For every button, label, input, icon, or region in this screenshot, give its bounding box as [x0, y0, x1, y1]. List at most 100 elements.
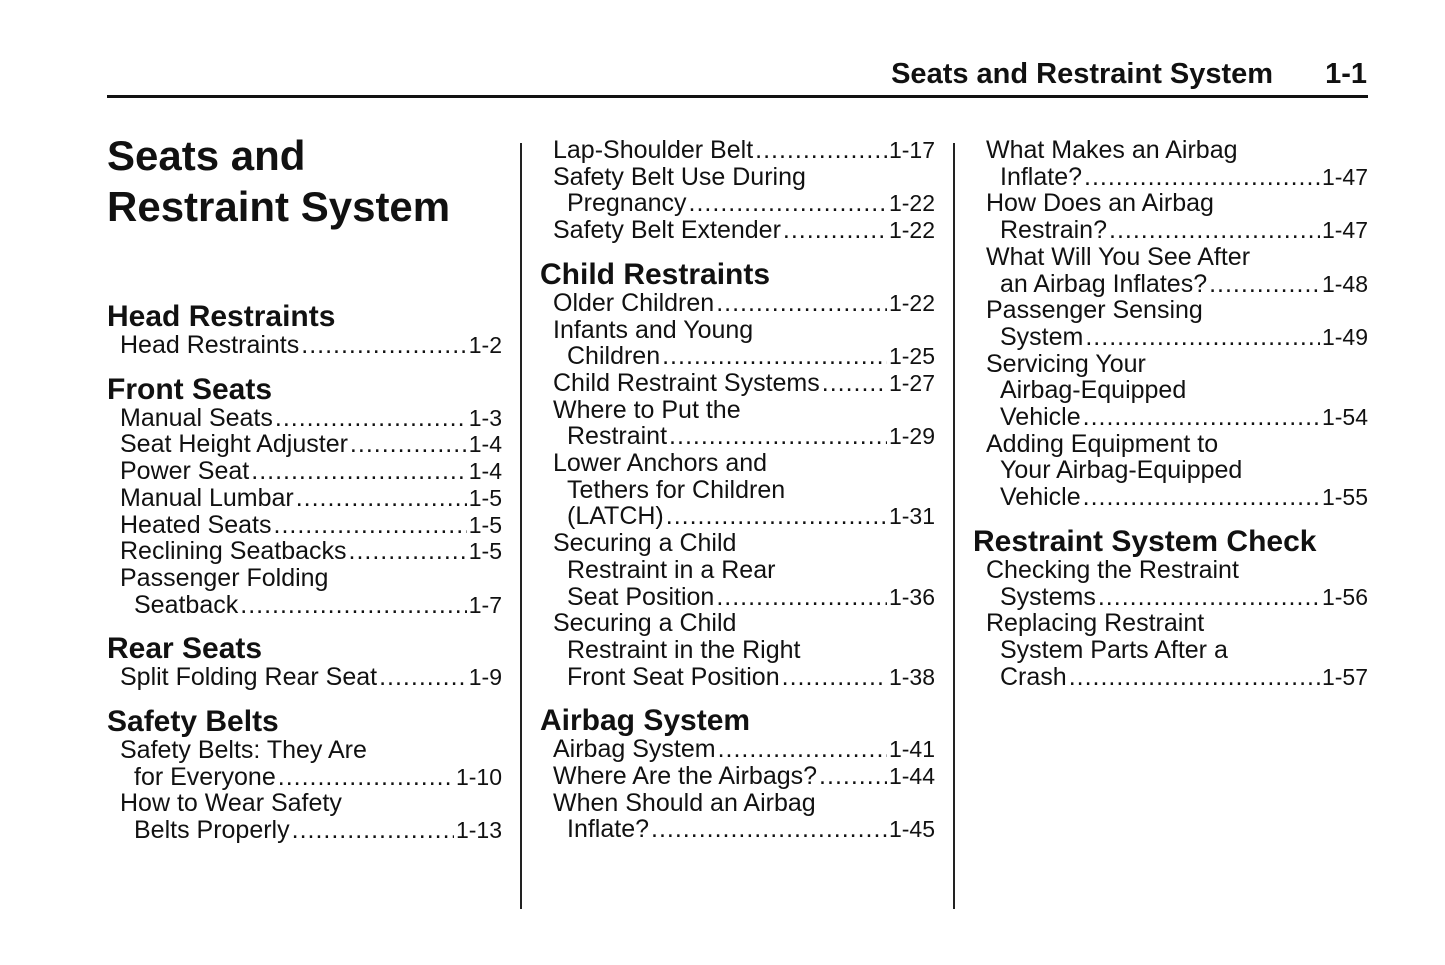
toc-entry-text: Power Seat — [120, 457, 250, 486]
toc-entry[interactable]: How to Wear Safety Belts Properly........… — [107, 790, 502, 843]
toc-entry-line: Checking the Restraint — [973, 556, 1368, 584]
toc-entry-text: Seat Position — [567, 582, 715, 611]
toc-entry[interactable]: What Makes an Airbag Inflate?............… — [973, 137, 1368, 190]
toc-entry[interactable]: Manual Lumbar...........................… — [107, 485, 502, 512]
toc-entry-line: Restraint in a Rear — [540, 556, 935, 584]
toc-entry-text: Lap-Shoulder Belt — [553, 136, 754, 164]
toc-entry-text: Seat Height Adjuster — [120, 430, 348, 459]
toc-entry-page: 1-31 — [888, 503, 935, 530]
toc-entry[interactable]: Lower Anchors and Tethers for Children (LA… — [540, 450, 935, 530]
toc-entry-text: Child Restraint Systems — [553, 368, 820, 397]
toc-entry-text: Manual Seats — [120, 403, 273, 432]
toc-entry-page: 1-49 — [1321, 323, 1368, 350]
toc-entry-page: 1-41 — [888, 736, 935, 763]
toc-entry-line: Older Children..........................… — [540, 290, 935, 317]
toc-entry[interactable]: Lap-Shoulder Belt.......................… — [540, 137, 935, 164]
toc-entry-line: Tethers for Children — [540, 475, 935, 504]
dot-leader: ........................................… — [716, 289, 887, 317]
toc-entry[interactable]: Split Folding Rear Seat.................… — [107, 664, 502, 691]
toc-entry-page: 1-5 — [468, 538, 502, 565]
dot-leader: ........................................… — [665, 503, 887, 531]
toc-entry-text: Front Seat Position — [567, 662, 780, 691]
toc-entry-text: Tethers for Children — [567, 475, 786, 504]
running-header: Seats and Restraint System 1-1 — [891, 58, 1367, 91]
toc-entry-page: 1-4 — [468, 431, 502, 458]
toc-entry[interactable]: Servicing Your Airbag-Equipped Vehicle....… — [973, 350, 1368, 431]
toc-entry-line: Seatback................................… — [107, 591, 502, 619]
toc-entry-line: Belts Properly..........................… — [107, 817, 502, 844]
dot-leader: ........................................… — [781, 663, 887, 691]
toc-entry[interactable]: Older Children..........................… — [540, 290, 935, 317]
toc-entry-line: Securing a Child — [540, 610, 935, 637]
toc-section: Head Restraints Head Restraints..........… — [107, 302, 502, 359]
toc-entry[interactable]: Infants and Young Children...............… — [540, 316, 935, 370]
toc-entry[interactable]: Passenger Sensing System.................… — [973, 297, 1368, 350]
toc-entry-line: Where Are the Airbags?..................… — [540, 763, 935, 790]
toc-entry[interactable]: Heated Seats............................… — [107, 511, 502, 539]
toc-entry[interactable]: Checking the Restraint Systems...........… — [973, 556, 1368, 611]
dot-leader: ........................................… — [819, 763, 887, 790]
dot-leader: ........................................… — [251, 458, 467, 485]
toc-entry[interactable]: Where Are the Airbags?..................… — [540, 763, 935, 790]
toc-entry-page: 1-48 — [1321, 270, 1368, 297]
toc-entry[interactable]: Seat Height Adjuster....................… — [107, 431, 502, 458]
toc-entry[interactable]: Passenger Folding Seatback...............… — [107, 565, 502, 618]
toc-entry[interactable]: Safety Belt Use During Pregnancy.........… — [540, 163, 935, 217]
toc-entry[interactable]: What Will You See After an Airbag Inflate… — [973, 243, 1368, 297]
section-heading: Front Seats — [107, 372, 273, 406]
chapter-title-line: Restraint System — [107, 183, 451, 230]
dot-leader: ........................................… — [291, 817, 454, 844]
toc-entry-text: Safety Belts: They Are — [120, 736, 367, 765]
toc-entry[interactable]: Safety Belt Extender....................… — [540, 217, 935, 244]
toc-entry-page: 1-25 — [888, 343, 935, 370]
dot-leader: ........................................… — [1097, 583, 1320, 611]
toc-entry[interactable]: Manual Seats............................… — [107, 403, 502, 432]
toc-entry[interactable]: Head Restraints.........................… — [107, 332, 502, 359]
toc-entry[interactable]: Safety Belts: They Are for Everyone......… — [107, 737, 502, 790]
toc-entry-page: 1-22 — [888, 289, 935, 316]
toc-entry[interactable]: Airbag System...........................… — [540, 736, 935, 763]
toc-entry-line: Front Seat Position.....................… — [540, 662, 935, 691]
toc-entry[interactable]: Power Seat..............................… — [107, 458, 502, 485]
toc-entry[interactable]: Securing a Child Restraint in a Rear Seat … — [540, 530, 935, 610]
toc-entry-text: Passenger Folding — [120, 563, 329, 592]
toc-entry-text: Airbag-Equipped — [1000, 376, 1187, 405]
toc-entry-line: Systems.................................… — [973, 583, 1368, 611]
toc-entry-text: Restrain? — [1000, 216, 1107, 245]
toc-entry-text: Where Are the Airbags? — [553, 762, 818, 791]
toc-entry[interactable]: Child Restraint Systems.................… — [540, 370, 935, 397]
toc-column-1: Seats and Restraint System Head Restraints… — [107, 132, 502, 844]
toc-section: Child Restraints Older Children..........… — [540, 257, 935, 691]
toc-entry[interactable]: How Does an Airbag Restrain?.............… — [973, 190, 1368, 243]
toc-entry-line: Children................................… — [540, 343, 935, 370]
toc-entry[interactable]: Reclining Seatbacks.....................… — [107, 538, 502, 565]
toc-entry-page: 1-3 — [468, 404, 502, 431]
toc-entry[interactable]: Where to Put the Restraint...............… — [540, 396, 935, 450]
toc-entry-page: 1-38 — [888, 663, 935, 690]
toc-entry-line: Lap-Shoulder Belt.......................… — [540, 137, 935, 164]
toc-entry-page: 1-13 — [455, 817, 502, 844]
toc-entry-text: Adding Equipment to — [986, 429, 1219, 458]
toc-entry[interactable]: Adding Equipment to Your Airbag-Equipped V… — [973, 429, 1368, 511]
dot-leader: ........................................… — [651, 816, 887, 844]
toc-entry-text: Lower Anchors and — [553, 449, 768, 478]
toc-entry-text: Your Airbag-Equipped — [1000, 456, 1243, 485]
section-heading: Rear Seats — [107, 632, 263, 666]
toc-entry-text: for Everyone — [134, 762, 276, 791]
section-heading: Child Restraints — [540, 257, 771, 291]
toc-entry-line: Seat Height Adjuster....................… — [107, 431, 502, 458]
dot-leader: ........................................… — [301, 332, 467, 359]
toc-column-2: Lap-Shoulder Belt.......................… — [540, 137, 935, 843]
toc-entry-text: Split Folding Rear Seat — [120, 663, 378, 692]
toc-entry-line: Restraint in the Right — [540, 637, 935, 664]
toc-entry-page: 1-57 — [1321, 663, 1368, 690]
toc-entry[interactable]: Securing a Child Restraint in the Right Fr… — [540, 610, 935, 690]
toc-entry-line: Child Restraint Systems.................… — [540, 370, 935, 397]
toc-entry-line: How Does an Airbag — [973, 190, 1368, 217]
dot-leader: ........................................… — [662, 343, 887, 370]
toc-entry[interactable]: When Should an Airbag Inflate?...........… — [540, 789, 935, 844]
toc-entry-page: 1-7 — [468, 591, 502, 618]
toc-entry-line: Vehicle.................................… — [973, 484, 1368, 511]
toc-entry-line: Airbag-Equipped — [973, 377, 1368, 404]
